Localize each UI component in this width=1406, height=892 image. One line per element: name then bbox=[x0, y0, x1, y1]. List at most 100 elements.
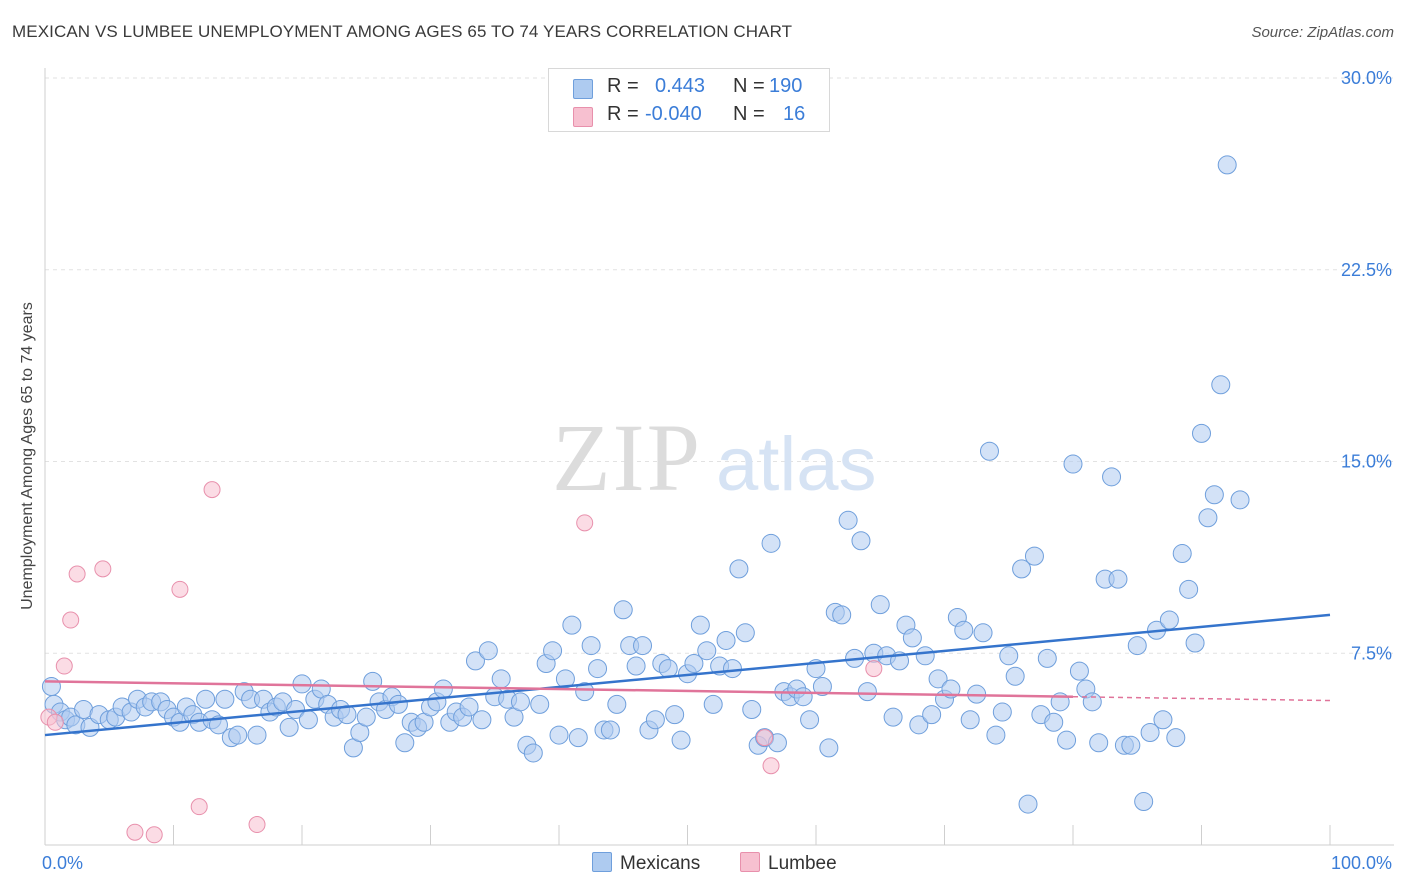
mexicans-point-75 bbox=[530, 694, 550, 714]
lumbee-point-5 bbox=[94, 560, 112, 578]
mexicans-point-86 bbox=[600, 720, 620, 740]
legend-n-value-lumbee: 16 bbox=[783, 103, 806, 125]
mexicans-point-144 bbox=[973, 623, 993, 643]
mexicans-point-104 bbox=[716, 630, 736, 650]
mexicans-point-161 bbox=[1082, 692, 1102, 712]
mexicans-point-152 bbox=[1024, 546, 1044, 566]
chart-title: MEXICAN VS LUMBEE UNEMPLOYMENT AMONG AGE… bbox=[12, 22, 793, 41]
lumbee-trend-extension bbox=[1072, 695, 1331, 702]
lumbee-points bbox=[40, 481, 883, 844]
lumbee-point-11 bbox=[248, 816, 266, 834]
mexicans-point-175 bbox=[1172, 544, 1192, 564]
mexicans-point-80 bbox=[562, 615, 582, 635]
grid-lines bbox=[45, 77, 1394, 654]
mexicans-point-106 bbox=[729, 559, 749, 579]
lumbee-point-2 bbox=[55, 657, 73, 675]
mexicans-point-168 bbox=[1127, 636, 1147, 656]
mexicans-point-139 bbox=[941, 679, 961, 699]
legend-r-label: R = bbox=[607, 75, 639, 97]
trend-lines bbox=[44, 613, 1331, 737]
mexicans-point-88 bbox=[613, 600, 633, 620]
mexicans-point-123 bbox=[838, 510, 858, 530]
mexicans-point-164 bbox=[1102, 467, 1122, 487]
mexicans-point-169 bbox=[1134, 792, 1154, 812]
mexicans-point-141 bbox=[954, 620, 974, 640]
mexicans-point-135 bbox=[915, 646, 935, 666]
mexicans-point-167 bbox=[1121, 735, 1141, 755]
mexicans-point-125 bbox=[851, 531, 871, 551]
mexicans-point-154 bbox=[1037, 648, 1057, 668]
mexicans-point-107 bbox=[735, 623, 755, 643]
mexicans-point-122 bbox=[832, 605, 852, 625]
y-tick-label-1: 15.0% bbox=[1341, 452, 1392, 472]
mexicans-point-157 bbox=[1057, 730, 1077, 750]
mexicans-point-69 bbox=[491, 669, 511, 689]
lumbee-point-6 bbox=[126, 823, 144, 841]
mexicans-point-23 bbox=[196, 689, 216, 709]
mexicans-point-64 bbox=[459, 697, 479, 717]
mexicans-point-101 bbox=[697, 641, 717, 661]
mexicans-point-172 bbox=[1153, 710, 1173, 730]
mexicans-point-134 bbox=[909, 715, 929, 735]
mexicans-point-26 bbox=[215, 689, 235, 709]
y-tick-label-3: 30.0% bbox=[1341, 68, 1392, 88]
mexicans-point-28 bbox=[228, 725, 248, 745]
mexicans-point-37 bbox=[286, 699, 306, 719]
mexicans-point-162 bbox=[1089, 733, 1109, 753]
tick-labels: 7.5% 15.0% 22.5% 30.0% 0.0% 100.0% bbox=[42, 68, 1392, 873]
mexicans-point-133 bbox=[902, 628, 922, 648]
mexicans-point-176 bbox=[1179, 579, 1199, 599]
mexicans-point-150 bbox=[1012, 559, 1032, 579]
x-tick-label-max: 100.0% bbox=[1331, 853, 1392, 873]
legend-n-label: N = bbox=[733, 103, 765, 125]
mexicans-point-105 bbox=[722, 659, 742, 679]
mexicans-point-82 bbox=[575, 682, 595, 702]
mexicans-point-36 bbox=[279, 717, 299, 737]
lumbee-point-14 bbox=[762, 757, 780, 775]
mexicans-point-67 bbox=[478, 641, 498, 661]
mexicans-point-181 bbox=[1211, 375, 1231, 395]
lumbee-point-7 bbox=[145, 826, 163, 844]
lumbee-trend-line bbox=[44, 680, 1074, 698]
legend-label-lumbee: Lumbee bbox=[768, 853, 837, 874]
mexicans-point-173 bbox=[1159, 610, 1179, 630]
mexicans-point-177 bbox=[1185, 633, 1205, 653]
mexicans-point-120 bbox=[819, 738, 839, 758]
mexicans-point-83 bbox=[581, 636, 601, 656]
mexicans-point-158 bbox=[1063, 454, 1083, 474]
mexicans-point-90 bbox=[626, 656, 646, 676]
mexicans-point-111 bbox=[761, 533, 781, 553]
mexicans-point-66 bbox=[472, 710, 492, 730]
lumbee-point-4 bbox=[68, 565, 86, 583]
mexicans-point-49 bbox=[363, 671, 383, 691]
mexicans-point-149 bbox=[1005, 666, 1025, 686]
mexicans-point-53 bbox=[388, 694, 408, 714]
mexicans-point-39 bbox=[298, 710, 318, 730]
mexicans-point-116 bbox=[793, 687, 813, 707]
legend-label-mexicans: Mexicans bbox=[620, 853, 701, 874]
lumbee-point-10 bbox=[203, 481, 221, 499]
legend-item-lumbee: Lumbee bbox=[740, 852, 837, 875]
mexicans-point-108 bbox=[742, 699, 762, 719]
mexicans-point-65 bbox=[465, 651, 485, 671]
mexicans-point-130 bbox=[883, 707, 903, 727]
mexicans-point-48 bbox=[356, 707, 376, 727]
mexicans-point-78 bbox=[549, 725, 569, 745]
mexicans-point-99 bbox=[684, 653, 704, 673]
lumbee-point-8 bbox=[171, 580, 189, 598]
lumbee-point-3 bbox=[62, 611, 80, 629]
mexicans-point-91 bbox=[633, 636, 653, 656]
legend-item-mexicans: Mexicans bbox=[592, 852, 700, 875]
y-tick-label-0: 7.5% bbox=[1351, 643, 1392, 663]
mexicans-point-170 bbox=[1140, 723, 1160, 743]
mexicans-point-119 bbox=[812, 676, 832, 696]
mexicans-point-174 bbox=[1166, 728, 1186, 748]
mexicans-point-102 bbox=[703, 694, 723, 714]
legend-r-value-mexicans: 0.443 bbox=[655, 75, 706, 97]
legend-swatch-mexicans bbox=[573, 79, 593, 99]
mexicans-trend-line bbox=[44, 613, 1331, 737]
lumbee-point-15 bbox=[865, 660, 883, 678]
mexicans-point-54 bbox=[395, 733, 415, 753]
mexicans-point-96 bbox=[665, 705, 685, 725]
